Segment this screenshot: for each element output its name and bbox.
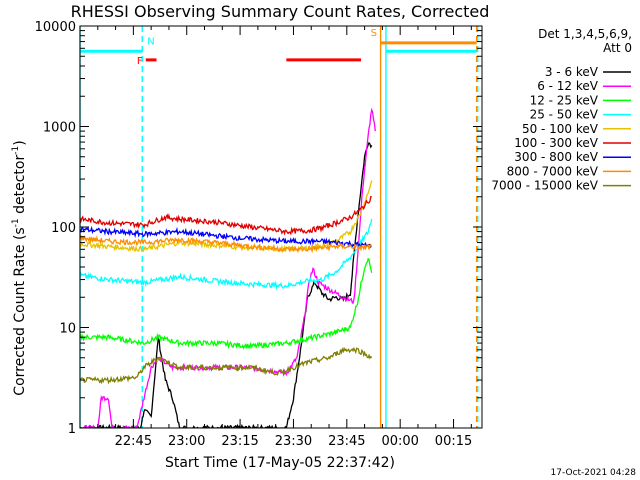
x-tick-label: 22:45 xyxy=(115,434,152,449)
vertical-markers xyxy=(79,26,479,428)
series-line-4 xyxy=(80,180,373,254)
x-axis-label: Start Time (17-May-05 22:37:42) xyxy=(165,455,395,471)
legend-entry-label: 300 - 800 keV xyxy=(514,150,598,164)
series-line-0 xyxy=(80,141,373,428)
series-line-6 xyxy=(80,225,373,250)
x-tick-label: 00:00 xyxy=(381,434,418,449)
legend-entry-label: 3 - 6 keV xyxy=(545,65,599,79)
legend-header-2: Att 0 xyxy=(603,41,632,55)
flag-bars: NF S xyxy=(80,28,477,67)
y-axis-label: Corrected Count Rate (s-1 detector-1) xyxy=(11,140,28,395)
plot-frame xyxy=(79,25,483,429)
legend-entry-label: 6 - 12 keV xyxy=(537,79,599,93)
series-layer xyxy=(80,107,376,428)
y-tick-label: 1 xyxy=(68,422,76,437)
legend-header-1: Det 1,3,4,5,6,9, xyxy=(538,27,632,41)
flag-label: S xyxy=(371,28,377,39)
series-line-7 xyxy=(80,233,373,254)
flag-label: F xyxy=(137,56,143,67)
series-line-1 xyxy=(80,107,376,428)
legend-entry-label: 800 - 7000 keV xyxy=(507,164,599,178)
legend-entry-label: 7000 - 15000 keV xyxy=(491,179,598,193)
series-line-2 xyxy=(80,257,373,350)
series-line-5 xyxy=(80,196,372,236)
chart-title: RHESSI Observing Summary Count Rates, Co… xyxy=(71,2,490,21)
series-line-3 xyxy=(80,218,373,291)
x-axis: 22:45 23:00 23:15 23:30 23:45 00:00 00:15 xyxy=(97,26,472,449)
legend-entry-label: 25 - 50 keV xyxy=(530,108,599,122)
y-axis: 1 10 100 1000 10000 xyxy=(35,20,482,437)
y-tick-label: 1000 xyxy=(43,121,76,136)
legend-entry-label: 12 - 25 keV xyxy=(530,93,599,107)
x-tick-label: 23:45 xyxy=(328,434,365,449)
y-tick-label: 10000 xyxy=(35,20,76,35)
x-tick-label: 23:00 xyxy=(168,434,205,449)
series-line-8 xyxy=(80,346,373,385)
x-tick-label: 23:30 xyxy=(275,434,312,449)
footer-timestamp: 17-Oct-2021 04:28 xyxy=(551,468,637,478)
x-tick-label: 23:15 xyxy=(221,434,258,449)
x-tick-label: 00:15 xyxy=(435,434,472,449)
legend-entry-label: 100 - 300 keV xyxy=(514,136,598,150)
y-tick-label: 10 xyxy=(59,322,76,337)
legend-entry-label: 50 - 100 keV xyxy=(522,122,599,136)
flag-label: N xyxy=(147,36,154,47)
y-tick-label: 100 xyxy=(51,221,76,236)
